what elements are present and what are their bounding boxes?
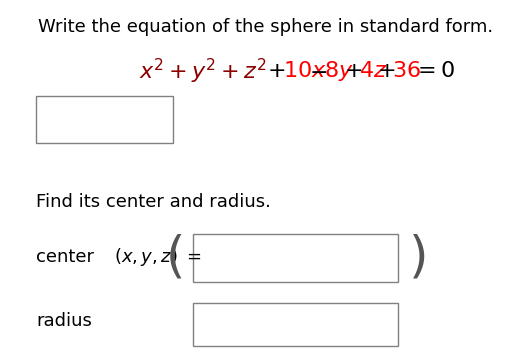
FancyBboxPatch shape (36, 96, 173, 143)
FancyBboxPatch shape (193, 234, 398, 282)
Text: Write the equation of the sphere in standard form.: Write the equation of the sphere in stan… (38, 18, 494, 36)
Text: $-$: $-$ (309, 61, 327, 81)
Text: center: center (36, 248, 94, 266)
Text: Find its center and radius.: Find its center and radius. (36, 193, 271, 211)
Text: $= 0$: $= 0$ (413, 61, 455, 81)
Text: $($: $($ (165, 234, 183, 282)
Text: $4z$: $4z$ (359, 61, 387, 81)
Text: $10x$: $10x$ (283, 61, 327, 81)
Text: $x^2 + y^2 + z^2$: $x^2 + y^2 + z^2$ (138, 57, 266, 86)
FancyBboxPatch shape (193, 303, 398, 346)
Text: $8y$: $8y$ (324, 59, 353, 84)
Text: $(x, y, z)\ =$: $(x, y, z)\ =$ (114, 246, 202, 268)
Text: $+$: $+$ (268, 61, 286, 81)
Text: $+$: $+$ (344, 61, 362, 81)
Text: radius: radius (36, 312, 92, 330)
Text: $+$: $+$ (377, 61, 395, 81)
Text: $36$: $36$ (392, 61, 421, 81)
Text: $)$: $)$ (408, 234, 425, 282)
